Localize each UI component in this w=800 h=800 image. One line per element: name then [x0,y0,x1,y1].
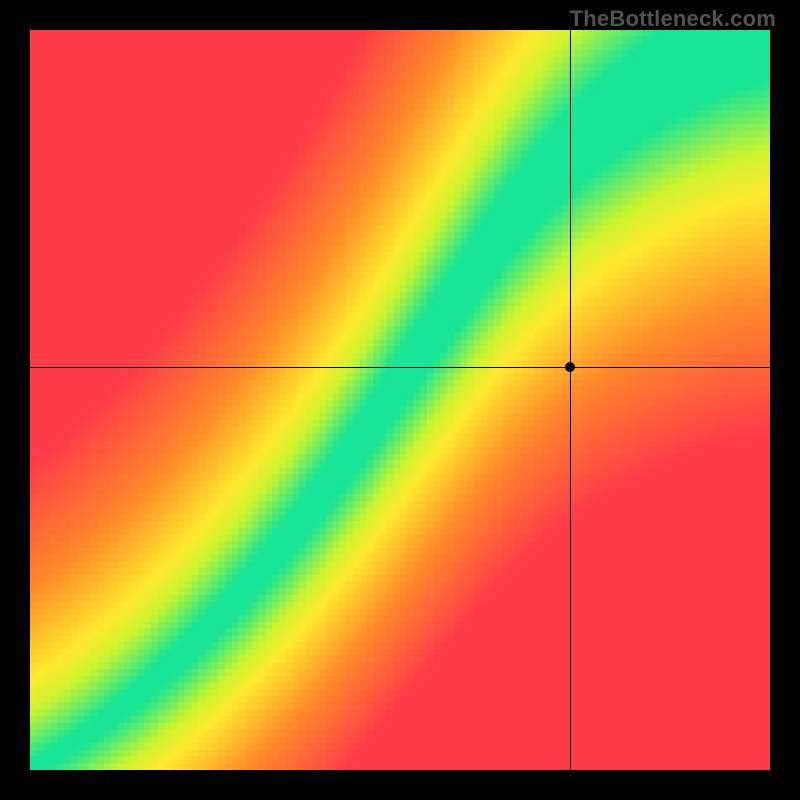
heatmap-plot [30,30,770,770]
crosshair-vertical [570,30,571,770]
chart-frame: TheBottleneck.com [0,0,800,800]
crosshair-horizontal [30,367,770,368]
watermark-text: TheBottleneck.com [570,6,776,32]
crosshair-marker [565,362,575,372]
heatmap-canvas [30,30,770,770]
